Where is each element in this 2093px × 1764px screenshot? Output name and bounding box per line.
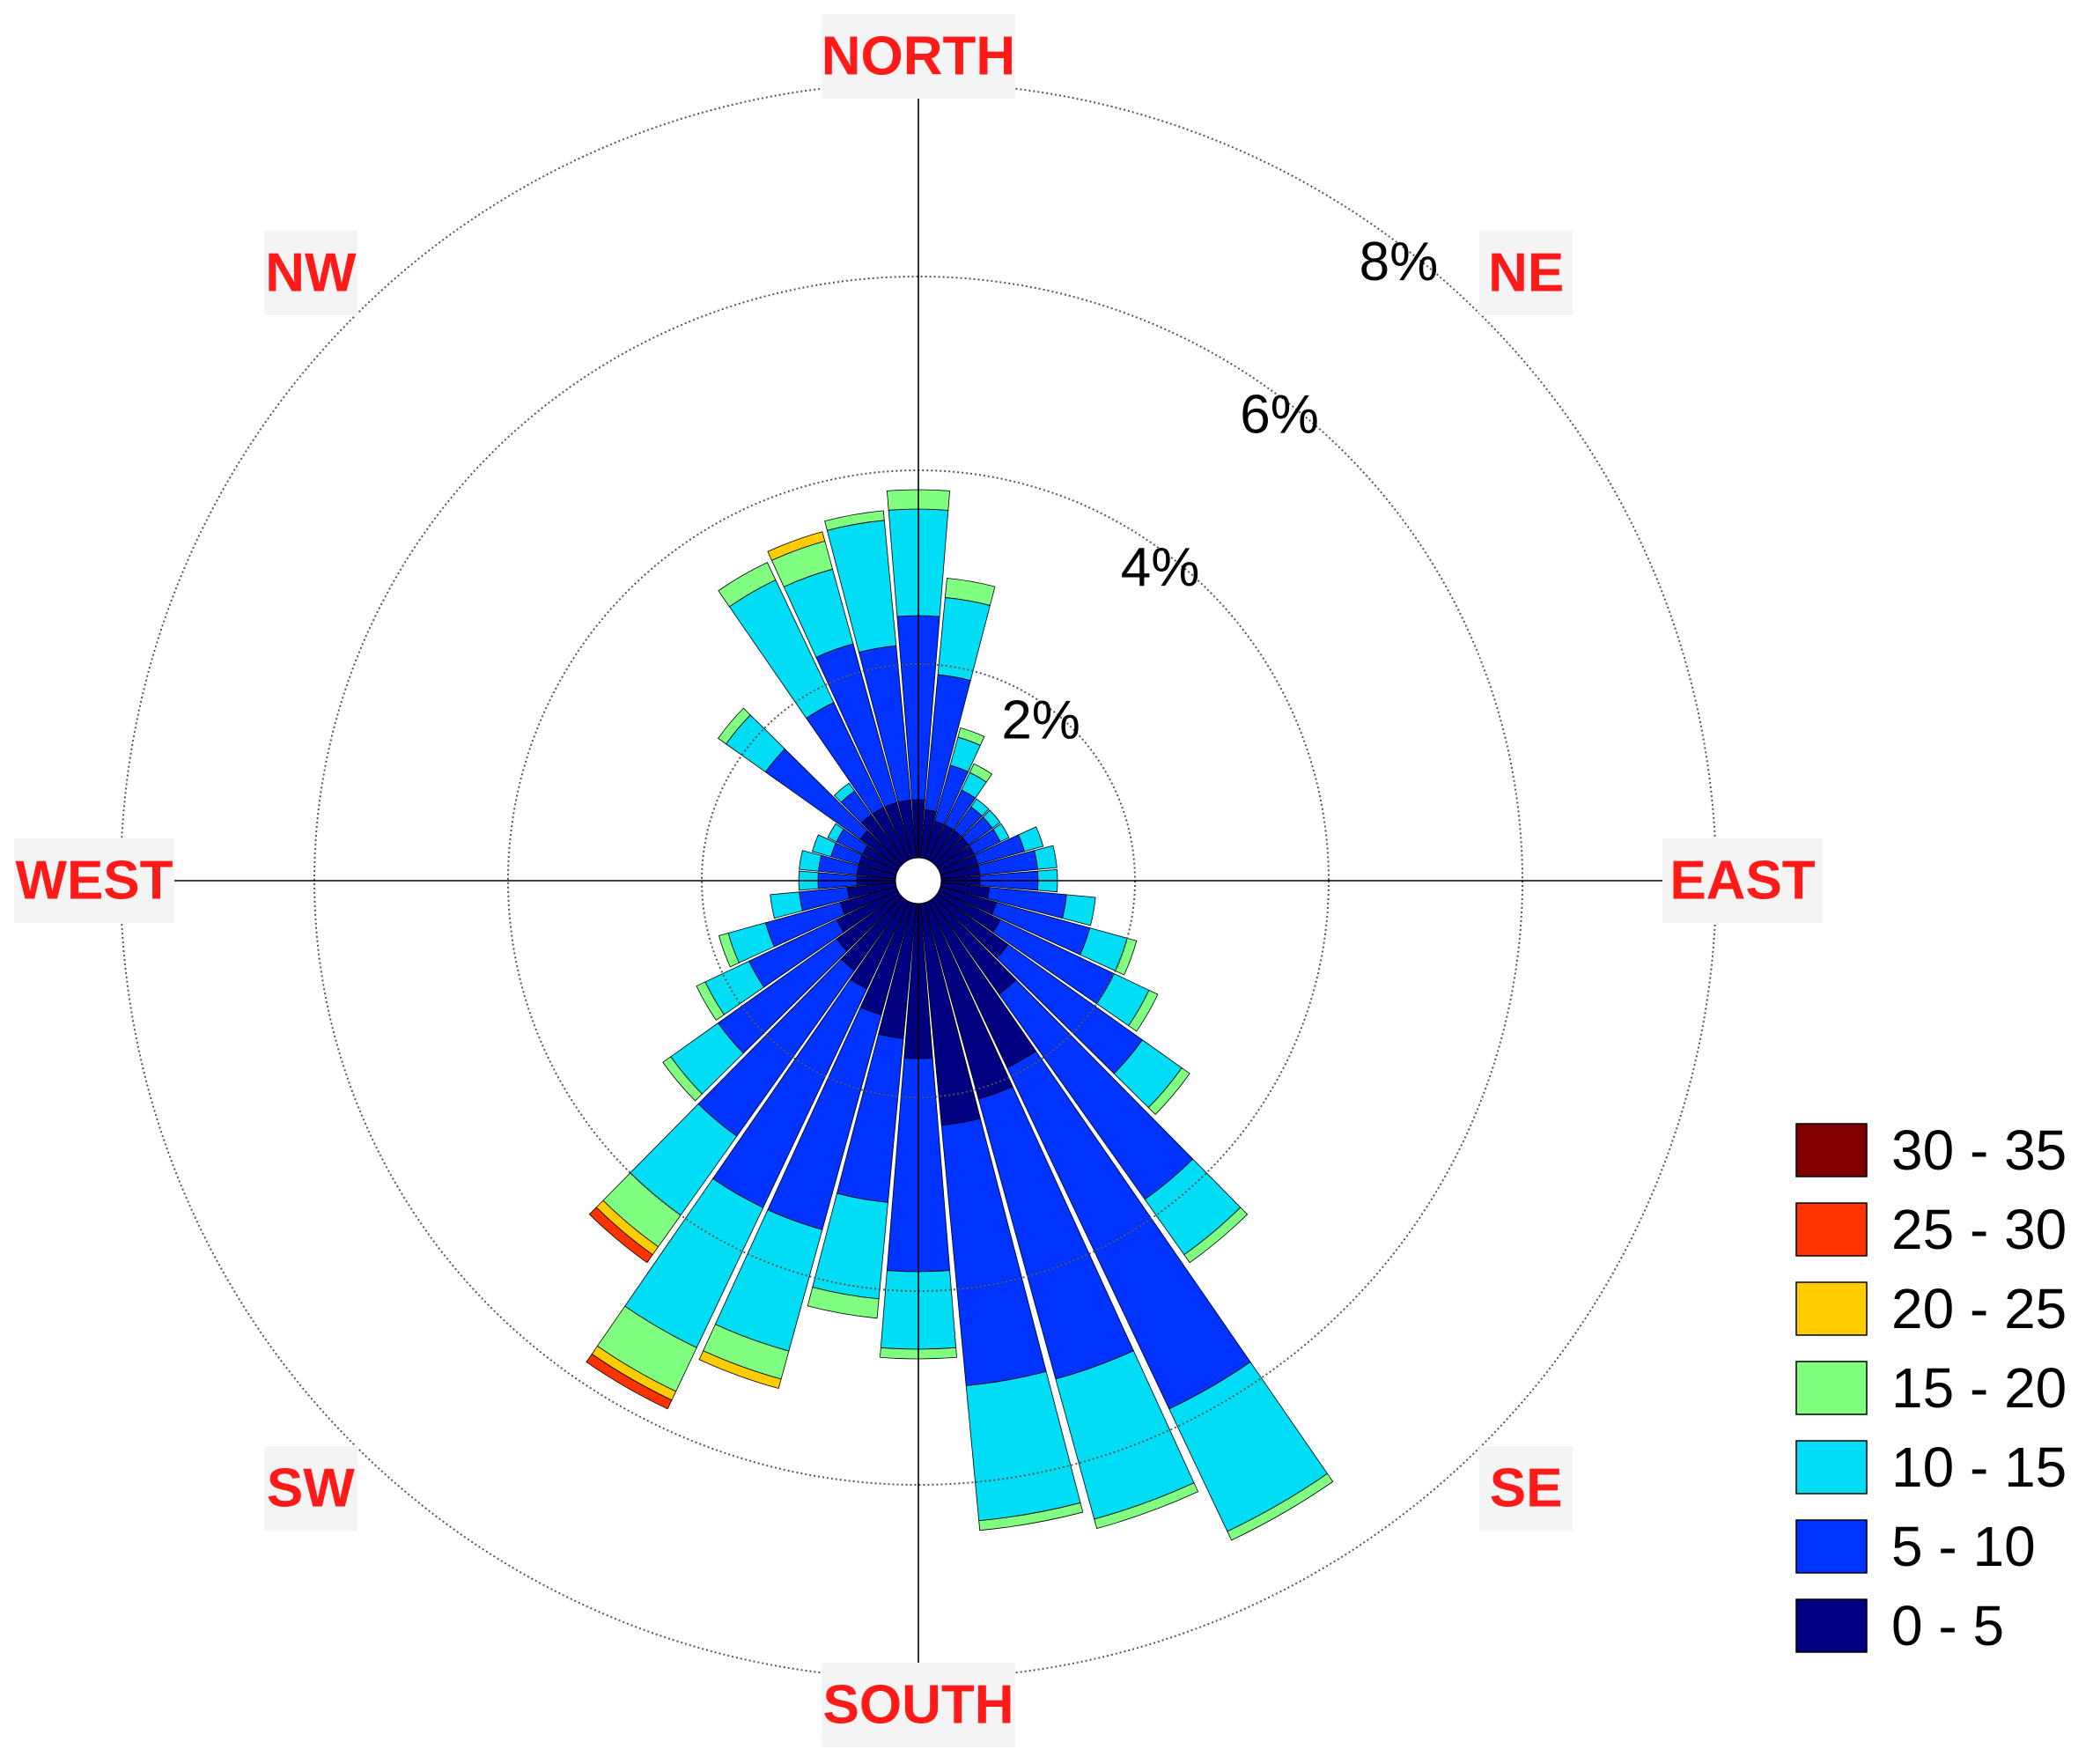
wedge-160-bin-3 xyxy=(1094,1482,1199,1530)
legend-swatch xyxy=(1795,1519,1868,1574)
legend-swatch xyxy=(1795,1598,1868,1653)
wedge-220-bin-5 xyxy=(588,1207,653,1264)
wedge-170-bin-3 xyxy=(978,1502,1084,1532)
legend-item: 25 - 30 xyxy=(1795,1198,2067,1261)
direction-label-west: WEST xyxy=(14,838,174,923)
direction-label-text: SE xyxy=(1490,1458,1563,1519)
wedge-50-bin-2 xyxy=(982,809,1001,829)
direction-labels: NORTH NE EAST SE SOUTH SW WEST NW xyxy=(14,14,1823,1747)
legend-item: 5 - 10 xyxy=(1795,1515,2036,1578)
legend-swatch xyxy=(1795,1202,1868,1257)
direction-label-text: SW xyxy=(267,1458,355,1519)
direction-label-se: SE xyxy=(1479,1446,1573,1532)
wedge-350-bin-3 xyxy=(824,510,885,531)
direction-label-text: NORTH xyxy=(822,26,1015,87)
ring-label-4: 4% xyxy=(1121,537,1200,598)
direction-label-box xyxy=(263,230,357,315)
direction-label-box xyxy=(263,1446,357,1532)
direction-label-box xyxy=(1479,230,1573,315)
legend-label: 20 - 25 xyxy=(1891,1277,2067,1340)
wedge-20-bin-3 xyxy=(957,727,985,746)
direction-label-text: EAST xyxy=(1669,851,1815,912)
legend-label: 15 - 20 xyxy=(1891,1356,2067,1420)
wedge-250-bin-3 xyxy=(718,932,740,968)
wedge-100-bin-2 xyxy=(1062,894,1096,926)
direction-label-box xyxy=(822,14,1015,99)
ring-label-2: 2% xyxy=(1001,690,1080,750)
legend-swatch xyxy=(1795,1361,1868,1415)
wedge-120-bin-3 xyxy=(1128,989,1159,1032)
direction-label-sw: SW xyxy=(263,1446,357,1532)
direction-label-text: NE xyxy=(1488,242,1564,303)
calm-center-circle xyxy=(895,857,942,904)
direction-label-text: WEST xyxy=(15,851,173,912)
legend-label: 5 - 10 xyxy=(1891,1515,2036,1578)
wedge-40-bin-2 xyxy=(970,798,990,817)
wedge-280-bin-2 xyxy=(799,850,822,872)
wedge-190-bin-3 xyxy=(807,1287,880,1319)
legend-label: 30 - 35 xyxy=(1891,1118,2067,1182)
ring-labels: 2% 4% 6% 8% xyxy=(1001,232,1438,750)
legend-item: 20 - 25 xyxy=(1795,1277,2067,1340)
wedge-140-bin-3 xyxy=(1183,1207,1249,1264)
legend-item: 30 - 35 xyxy=(1795,1118,2067,1182)
legend-item: 0 - 5 xyxy=(1795,1594,2004,1657)
wedge-260-bin-2 xyxy=(770,891,803,919)
wedge-150-bin-3 xyxy=(1227,1472,1334,1541)
direction-label-text: NW xyxy=(265,242,357,303)
wedge-30-bin-3 xyxy=(969,763,993,783)
wedge-10-bin-3 xyxy=(944,578,996,606)
wedge-200-bin-4 xyxy=(698,1350,782,1390)
speed-legend: 30 - 35 25 - 30 20 - 25 15 - 20 10 - 15 5 - 1… xyxy=(1795,1118,2067,1657)
ring-label-8: 8% xyxy=(1360,232,1439,292)
legend-item: 10 - 15 xyxy=(1795,1436,2067,1499)
wedge-240-bin-3 xyxy=(696,981,725,1021)
direction-label-east: EAST xyxy=(1662,838,1823,923)
wedge-110-bin-3 xyxy=(1115,937,1138,976)
direction-label-box xyxy=(1662,838,1823,923)
direction-label-south: SOUTH xyxy=(822,1663,1015,1747)
legend-label: 25 - 30 xyxy=(1891,1198,2067,1261)
wedge-300-bin-2 xyxy=(827,823,844,843)
legend-swatch xyxy=(1795,1281,1868,1336)
direction-label-nw: NW xyxy=(263,230,357,315)
wind-rose-wedges xyxy=(586,489,1334,1541)
legend-label: 10 - 15 xyxy=(1891,1436,2067,1499)
direction-label-ne: NE xyxy=(1479,230,1573,315)
wedge-330-bin-3 xyxy=(718,562,777,608)
wedge-310-bin-3 xyxy=(718,707,751,745)
wedge-80-bin-2 xyxy=(1034,845,1058,870)
legend-item: 15 - 20 xyxy=(1795,1356,2067,1420)
legend-swatch xyxy=(1795,1123,1868,1177)
wedge-70-bin-2 xyxy=(1018,826,1044,852)
wedge-10-bin-2 xyxy=(937,596,991,682)
wedge-340-bin-4 xyxy=(767,531,826,561)
wedge-130-bin-3 xyxy=(1147,1067,1190,1115)
wedge-210-bin-5 xyxy=(586,1353,673,1410)
direction-label-north: NORTH xyxy=(822,14,1015,99)
legend-label: 0 - 5 xyxy=(1891,1594,2004,1657)
wedge-60-bin-2 xyxy=(992,823,1010,843)
legend-swatch xyxy=(1795,1440,1868,1495)
direction-label-box xyxy=(1479,1446,1573,1532)
wedge-230-bin-3 xyxy=(662,1056,703,1102)
ring-label-6: 6% xyxy=(1240,385,1319,446)
direction-label-box xyxy=(822,1663,1015,1747)
wedge-290-bin-2 xyxy=(811,834,836,858)
direction-label-text: SOUTH xyxy=(823,1675,1014,1736)
direction-label-box xyxy=(14,838,174,923)
wedge-320-bin-2 xyxy=(833,782,856,803)
